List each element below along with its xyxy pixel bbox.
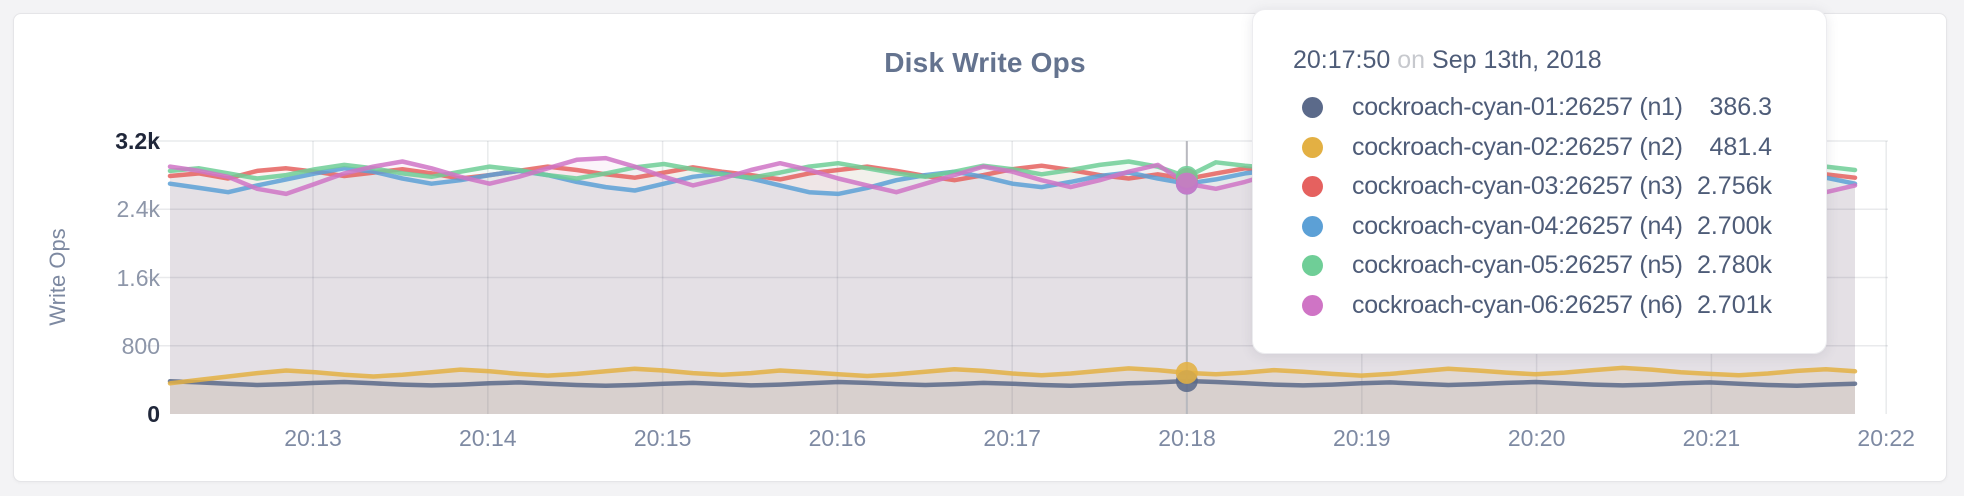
series-name: cockroach-cyan-01:26257 (n1) <box>1352 93 1683 122</box>
series-hover-value: 481.4 <box>1709 132 1772 161</box>
x-tick-label: 20:19 <box>1333 425 1391 451</box>
tooltip-row: cockroach-cyan-05:26257 (n5) 2.780k <box>1293 246 1772 286</box>
tooltip-row: cockroach-cyan-06:26257 (n6) 2.701k <box>1293 286 1772 326</box>
tooltip-row: cockroach-cyan-02:26257 (n2) 481.4 <box>1293 128 1772 168</box>
series-color-dot-icon <box>1302 176 1323 198</box>
series-hover-value: 2.701k <box>1696 290 1772 319</box>
series-area-2 <box>170 367 1855 414</box>
series-line-1 <box>167 378 1858 389</box>
tooltip-date: Sep 13th, 2018 <box>1432 46 1602 74</box>
x-tick-label: 20:21 <box>1682 425 1741 451</box>
x-tick-label: 20:18 <box>1158 425 1216 451</box>
y-tick-label: 2.4k <box>116 196 160 223</box>
x-tick-label: 20:22 <box>1857 425 1915 451</box>
series-color-dot-icon <box>1302 136 1323 158</box>
y-tick-label: 3.2k <box>115 128 160 154</box>
x-tick-label: 20:20 <box>1507 425 1566 451</box>
series-color-dot-icon <box>1302 97 1323 119</box>
series-color-dot-icon <box>1302 294 1323 316</box>
series-name: cockroach-cyan-06:26257 (n6) <box>1352 290 1683 319</box>
tooltip-row: cockroach-cyan-03:26257 (n3) 2.756k <box>1293 167 1772 207</box>
x-tick-label: 20:17 <box>983 425 1041 451</box>
hover-point-2 <box>1175 361 1198 384</box>
series-name: cockroach-cyan-04:26257 (n4) <box>1352 211 1683 240</box>
hover-point-6 <box>1175 172 1198 195</box>
series-name: cockroach-cyan-03:26257 (n3) <box>1352 172 1683 201</box>
y-tick-label: 0 <box>147 401 160 427</box>
tooltip-preposition: on <box>1397 46 1426 74</box>
x-tick-label: 20:16 <box>808 425 867 451</box>
series-name: cockroach-cyan-02:26257 (n2) <box>1352 132 1683 161</box>
series-hover-value: 2.756k <box>1696 172 1772 201</box>
series-hover-value: 2.700k <box>1696 211 1772 240</box>
y-tick-label: 1.6k <box>116 264 160 291</box>
x-tick-label: 20:14 <box>459 425 517 451</box>
tooltip-time: 20:17:50 <box>1293 46 1391 74</box>
y-tick-label: 800 <box>121 332 160 359</box>
tooltip-row: cockroach-cyan-01:26257 (n1) 386.3 <box>1293 88 1772 128</box>
tooltip-row: cockroach-cyan-04:26257 (n4) 2.700k <box>1293 207 1772 247</box>
series-hover-value: 2.780k <box>1696 251 1772 280</box>
series-name: cockroach-cyan-05:26257 (n5) <box>1352 251 1683 280</box>
series-hover-value: 386.3 <box>1709 93 1772 122</box>
series-area-1 <box>170 381 1855 414</box>
series-color-dot-icon <box>1302 215 1323 237</box>
chart-title: Disk Write Ops <box>884 47 1086 78</box>
tooltip-header: 20:17:50 on Sep 13th, 2018 <box>1293 46 1772 75</box>
tooltip-series-list: cockroach-cyan-01:26257 (n1) 386.3 cockroa… <box>1293 88 1772 325</box>
x-tick-label: 20:13 <box>284 425 342 451</box>
series-color-dot-icon <box>1302 255 1323 277</box>
hover-tooltip: 20:17:50 on Sep 13th, 2018 cockroach-cya… <box>1252 9 1827 354</box>
x-tick-label: 20:15 <box>633 425 692 451</box>
series-line-2 <box>167 365 1858 386</box>
